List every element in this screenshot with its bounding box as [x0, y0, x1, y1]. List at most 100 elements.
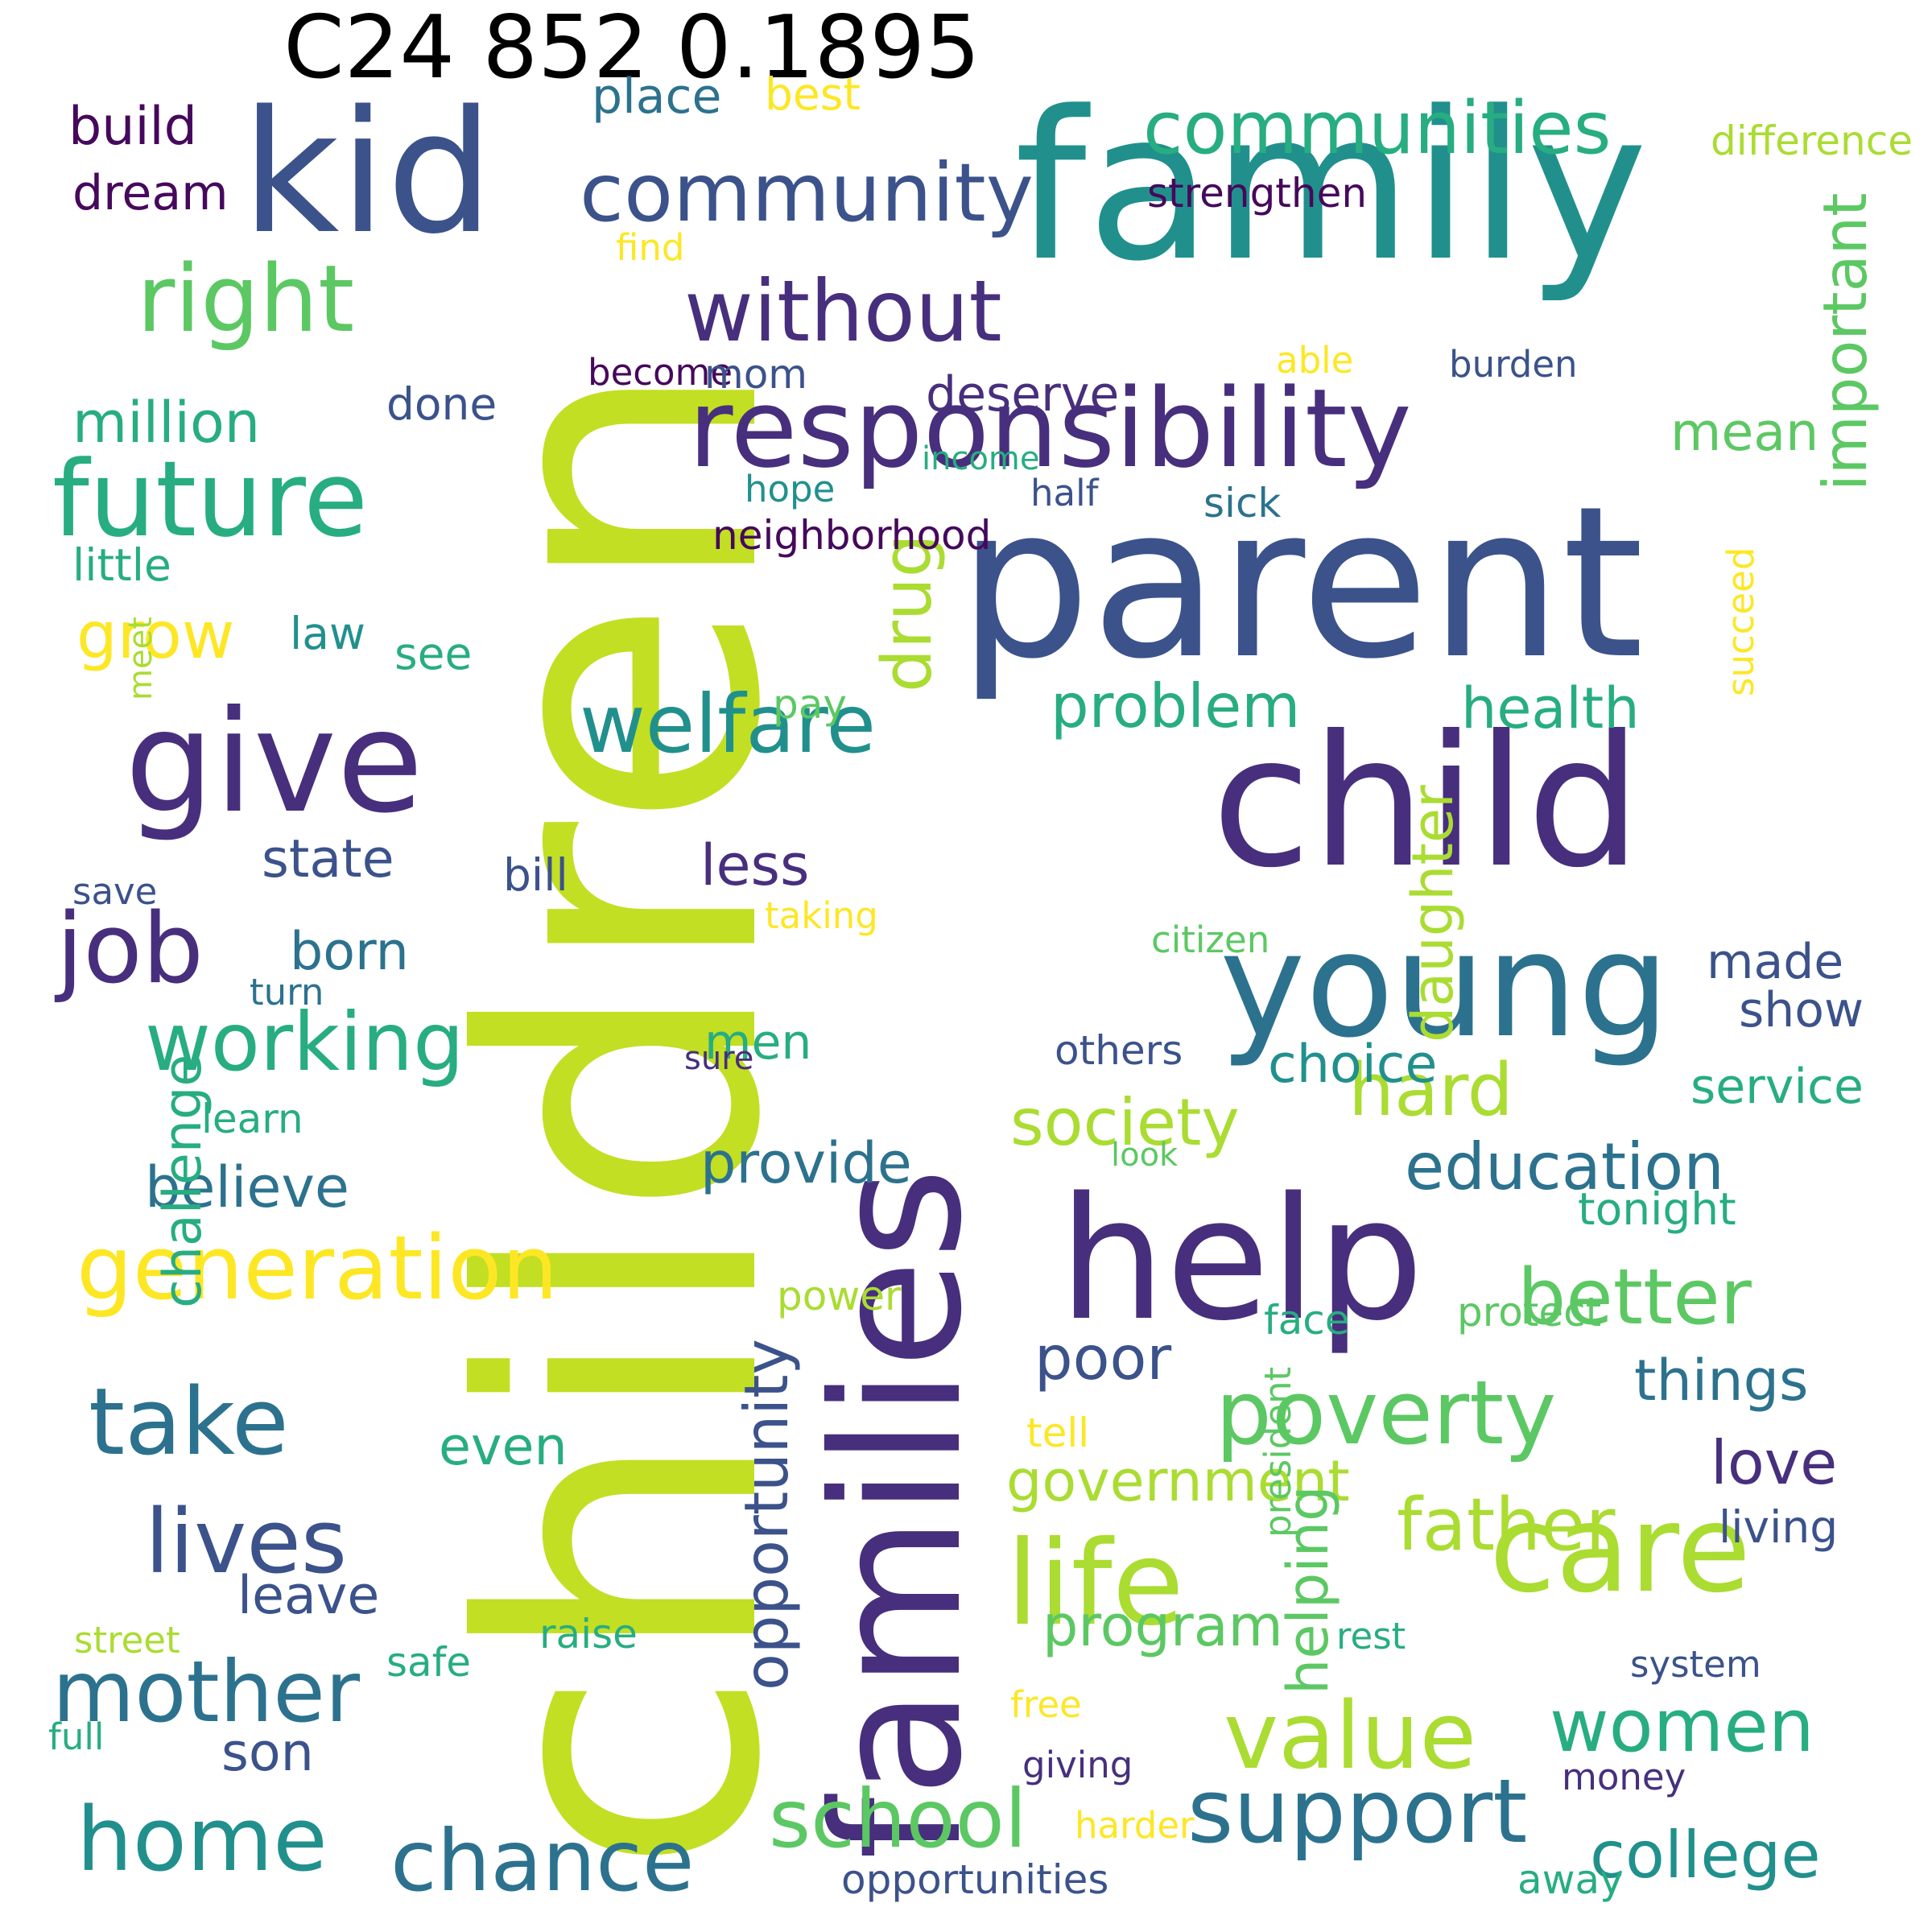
word-mother: mother: [52, 1643, 361, 1741]
word-power: power: [777, 1273, 902, 1319]
word-deserve: deserve: [926, 366, 1120, 423]
word-difference: difference: [1711, 118, 1913, 164]
word-tell: tell: [1026, 1410, 1090, 1456]
word-father: father: [1397, 1483, 1616, 1567]
word-working: working: [145, 995, 464, 1089]
word-lives: lives: [145, 1490, 348, 1593]
word-important: important: [1810, 192, 1880, 491]
word-meet: meet: [122, 617, 159, 700]
word-hope: hope: [745, 468, 836, 510]
word-face: face: [1264, 1297, 1350, 1344]
word-care: care: [1489, 1480, 1752, 1620]
word-save: save: [72, 870, 158, 913]
word-school: school: [769, 1772, 1027, 1866]
word-find: find: [616, 226, 685, 269]
word-provide: provide: [700, 1130, 912, 1196]
word-challenge: challenge: [153, 1054, 213, 1308]
word-education: education: [1405, 1129, 1724, 1204]
word-service: service: [1690, 1059, 1864, 1115]
word-sure: sure: [684, 1040, 754, 1077]
word-born: born: [290, 922, 409, 982]
word-grow: grow: [76, 598, 235, 673]
word-better: better: [1517, 1253, 1752, 1342]
word-little: little: [72, 539, 171, 591]
word-problem: problem: [1051, 671, 1301, 741]
word-family: family: [1014, 68, 1649, 307]
word-bill: bill: [503, 849, 568, 901]
word-dream: dream: [72, 165, 229, 221]
word-million: million: [72, 390, 261, 456]
word-income: income: [922, 440, 1040, 477]
word-money: money: [1562, 1756, 1686, 1798]
word-best: best: [765, 68, 861, 120]
word-harder: harder: [1075, 1804, 1195, 1847]
word-men: men: [704, 1014, 812, 1071]
word-poor: poor: [1034, 1323, 1172, 1393]
word-mom: mom: [704, 351, 808, 398]
word-strengthen: strengthen: [1147, 170, 1368, 217]
word-street: street: [74, 1619, 180, 1662]
word-give: give: [125, 681, 423, 844]
word-learn: learn: [201, 1096, 303, 1142]
word-value: value: [1224, 1682, 1477, 1790]
word-look: look: [1111, 1137, 1179, 1174]
word-living: living: [1719, 1501, 1839, 1553]
word-away: away: [1517, 1856, 1624, 1903]
word-free: free: [1010, 1683, 1082, 1726]
word-sick: sick: [1203, 480, 1282, 526]
word-program: program: [1042, 1593, 1283, 1659]
word-become: become: [588, 351, 733, 394]
word-help: help: [1059, 1161, 1424, 1358]
word-protect: protect: [1457, 1289, 1602, 1335]
word-safe: safe: [386, 1639, 472, 1686]
word-take: take: [89, 1368, 289, 1476]
word-place: place: [592, 68, 722, 125]
word-cloud-title: C24 852 0.1895: [283, 0, 980, 98]
word-without: without: [684, 262, 1002, 361]
word-families: families: [795, 1167, 1001, 1860]
word-law: law: [290, 608, 365, 659]
word-see: see: [394, 628, 473, 679]
word-young: young: [1220, 902, 1670, 1070]
word-college: college: [1590, 1818, 1821, 1893]
word-system: system: [1630, 1643, 1761, 1686]
word-poverty: poverty: [1216, 1361, 1557, 1464]
word-things: things: [1634, 1348, 1809, 1414]
word-love: love: [1711, 1427, 1838, 1498]
word-taking: taking: [765, 894, 878, 937]
word-state: state: [262, 829, 394, 890]
word-parent: parent: [958, 462, 1645, 705]
word-son: son: [221, 1723, 314, 1783]
word-opportunity: opportunity: [731, 1339, 802, 1690]
word-chance: chance: [390, 1812, 695, 1910]
word-daughter: daughter: [1400, 785, 1466, 1042]
word-president: president: [1257, 1366, 1299, 1538]
word-full: full: [48, 1715, 105, 1758]
word-responsibility: responsibility: [688, 365, 1412, 492]
word-community: community: [580, 146, 1034, 240]
word-life: life: [1006, 1516, 1184, 1652]
word-job: job: [56, 894, 204, 1005]
word-giving: giving: [1022, 1744, 1133, 1786]
word-right: right: [137, 246, 355, 353]
word-communities: communities: [1143, 86, 1612, 171]
word-society: society: [1010, 1085, 1240, 1160]
word-done: done: [386, 378, 497, 430]
word-child: child: [1212, 697, 1642, 908]
word-mean: mean: [1670, 402, 1819, 463]
word-show: show: [1739, 982, 1864, 1038]
word-opportunities: opportunities: [841, 1856, 1109, 1903]
word-pay: pay: [773, 681, 847, 728]
word-tonight: tonight: [1578, 1183, 1736, 1235]
word-build: build: [68, 97, 197, 157]
word-leave: leave: [237, 1566, 380, 1626]
word-health: health: [1461, 675, 1640, 741]
word-made: made: [1707, 934, 1844, 990]
word-raise: raise: [539, 1611, 638, 1657]
word-even: even: [439, 1417, 568, 1477]
word-rest: rest: [1336, 1615, 1406, 1657]
word-kid: kid: [242, 74, 494, 271]
word-neighborhood: neighborhood: [712, 512, 992, 559]
word-others: others: [1055, 1027, 1183, 1074]
